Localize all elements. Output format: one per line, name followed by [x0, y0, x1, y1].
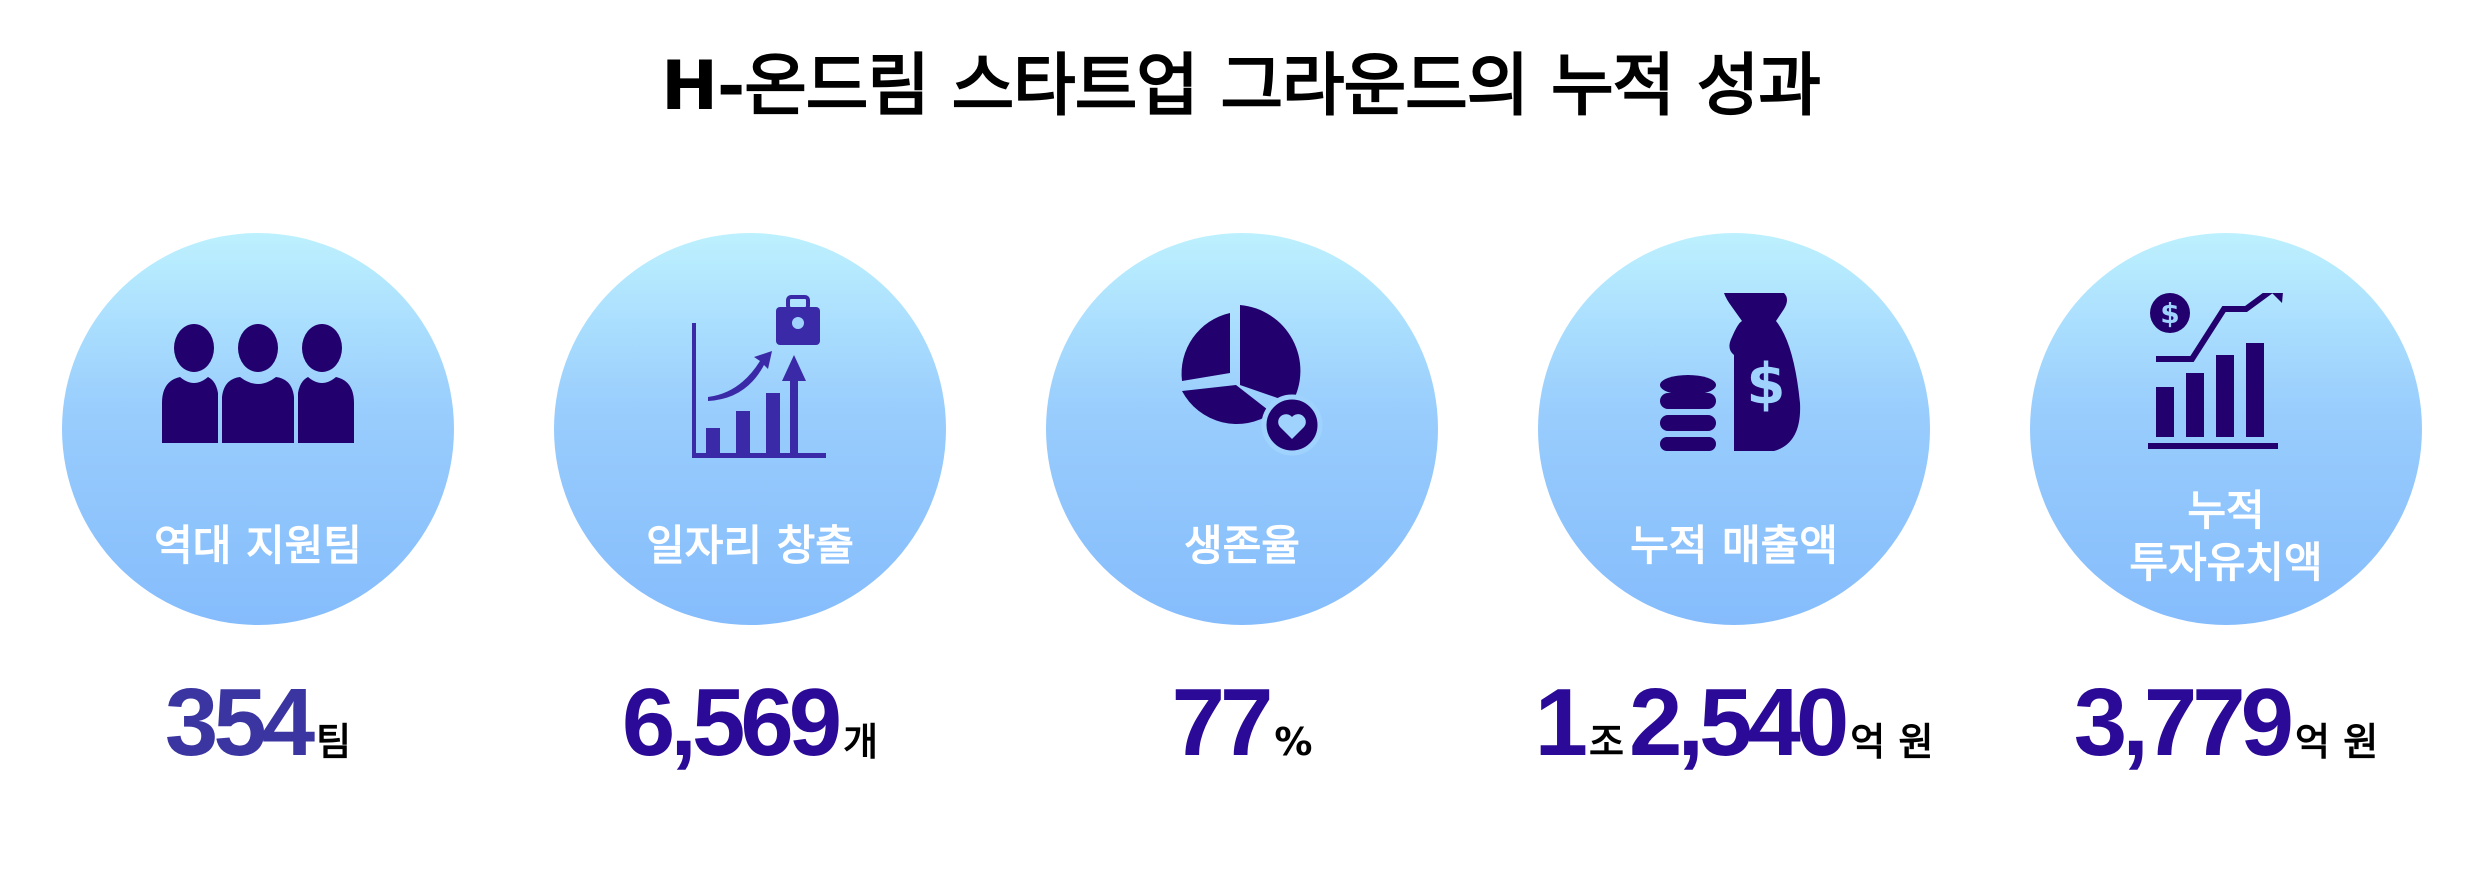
stat-card-survival: 생존율 77% [1046, 233, 1438, 853]
stat-value: 3,779 억 원 [1970, 668, 2481, 778]
stat-unit-major: 조 [1588, 720, 1624, 764]
stat-label: 생존율 [1184, 521, 1300, 570]
stat-card-teams: 역대 지원팀 354 팀 [62, 233, 454, 853]
money-bag-coins-icon: $ [1660, 293, 1801, 451]
stat-unit: 개 [843, 720, 879, 764]
growth-chart-briefcase-icon [692, 295, 826, 458]
stat-unit: % [1274, 720, 1313, 764]
investment-chart-icon: $ [2148, 293, 2283, 449]
stat-label: 누적 매출액 [1630, 521, 1838, 570]
stat-label: 일자리 창출 [646, 521, 854, 570]
stat-value: 77% [986, 668, 1498, 778]
stat-number: 77 [1171, 669, 1274, 776]
stat-card-investment: $ 누적 투자유치액 3,779 억 원 [2030, 233, 2422, 853]
pie-chart-heart-icon [1181, 305, 1323, 456]
stat-number: 6,569 [621, 669, 842, 776]
stat-number-major: 1 [1534, 669, 1588, 776]
stat-number: 354 [164, 669, 315, 776]
people-icon [162, 324, 354, 443]
stat-unit: 억 원 [1850, 720, 1934, 764]
stat-label: 역대 지원팀 [154, 521, 362, 570]
stat-number: 2,540 [1629, 669, 1849, 776]
stat-label-line2: 투자유치액 [2129, 538, 2323, 587]
stat-card-jobs: 일자리 창출 6,569 개 [554, 233, 946, 853]
stat-circle [1046, 233, 1438, 625]
svg-text:$: $ [1747, 352, 1786, 417]
svg-text:$: $ [2160, 297, 2179, 330]
stat-number: 3,779 [2073, 669, 2294, 776]
stat-label-line1: 누적 [2187, 486, 2265, 535]
stat-unit: 억 원 [2295, 720, 2379, 764]
stat-value: 354 팀 [2, 668, 514, 778]
stat-unit: 팀 [316, 720, 352, 764]
page-title: H-온드림 스타트업 그라운드의 누적 성과 [661, 47, 1821, 126]
stat-value: 6,569 개 [494, 668, 1006, 778]
